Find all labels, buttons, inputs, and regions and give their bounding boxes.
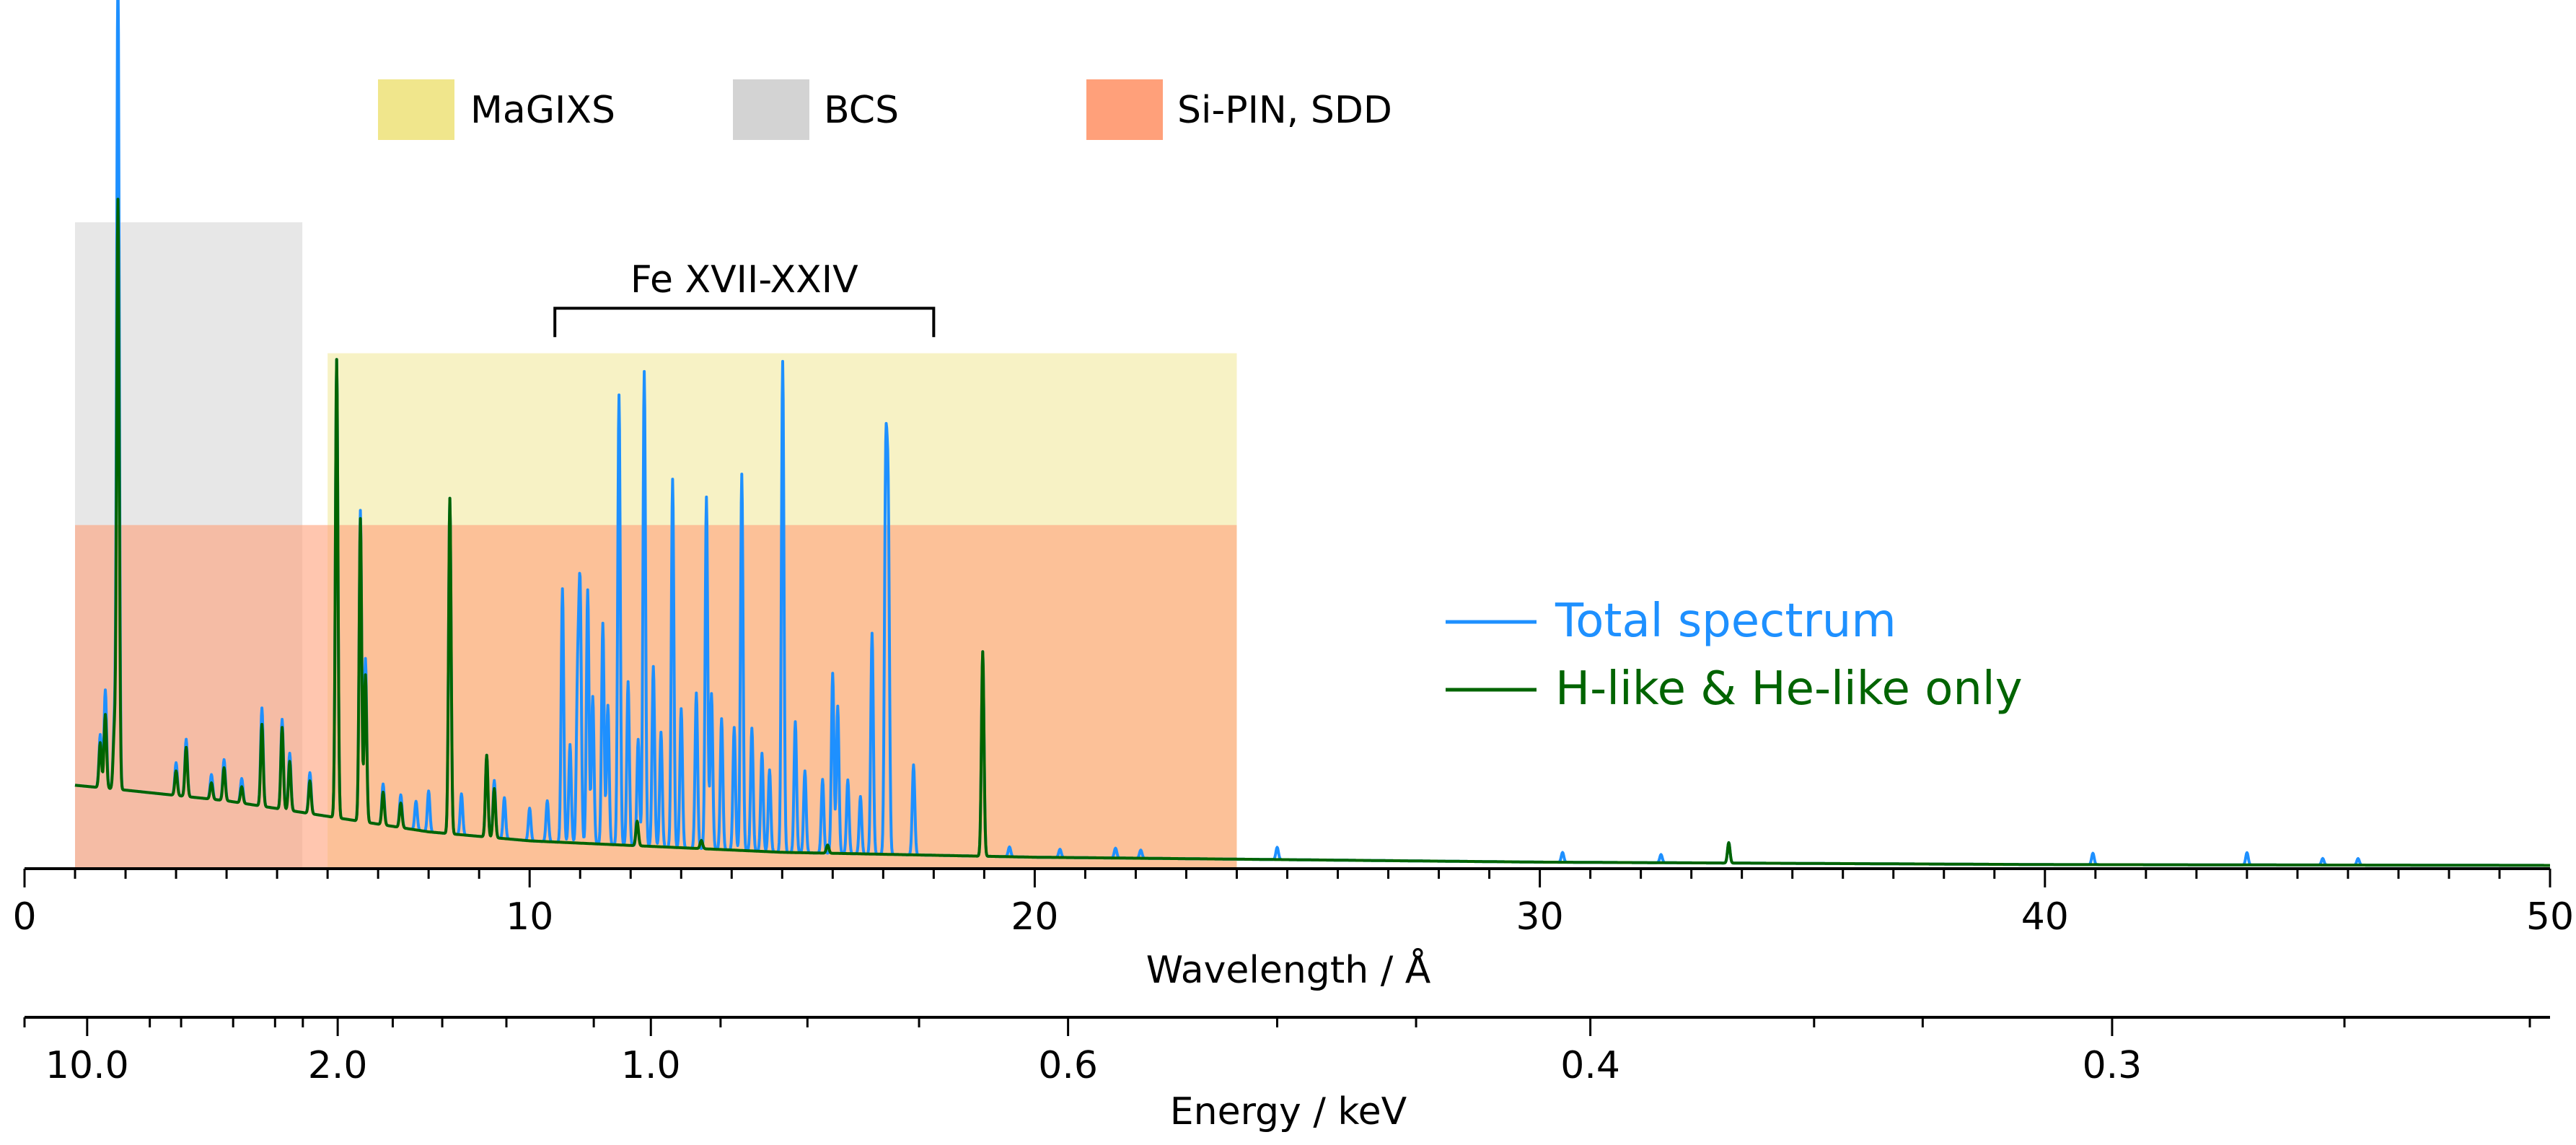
- si-pin-sdd-legend-swatch: [1086, 79, 1163, 140]
- wavelength-tick-label: 0: [12, 895, 36, 939]
- wavelength-axis-label: Wavelength / Å: [1146, 947, 1431, 992]
- magixs-legend-label: MaGIXS: [470, 89, 615, 132]
- energy-tick-label: 0.4: [1560, 1044, 1620, 1087]
- fe-bracket: [553, 307, 936, 338]
- energy-axis-label: Energy / keV: [1170, 1090, 1407, 1133]
- wavelength-tick-label: 10: [506, 895, 553, 939]
- energy-ticks: 10.0 2.0 1.0 0.6 0.4 0.3: [23, 1017, 2531, 1087]
- energy-axis: 10.0 2.0 1.0 0.6 0.4 0.3 Energy / keV: [23, 1016, 2550, 1133]
- bcs-legend-label: BCS: [824, 89, 899, 132]
- wavelength-axis: 0 10 20 30 40 50 Wavelength / Å: [12, 867, 2574, 992]
- wavelength-ticks: 0 10 20 30 40 50: [12, 869, 2574, 939]
- wavelength-tick-label: 40: [2021, 895, 2069, 939]
- fe-annotation: Fe XVII-XXIV: [553, 258, 936, 338]
- h-he-like-legend-label: H-like & He-like only: [1555, 662, 2023, 716]
- total-spectrum-legend-label: Total spectrum: [1555, 595, 1896, 648]
- spectrum-series: [74, 0, 2551, 867]
- wavelength-tick-label: 50: [2526, 895, 2574, 939]
- series-legend: Total spectrum H-like & He-like only: [1446, 595, 2023, 716]
- energy-tick-label: 10.0: [45, 1044, 129, 1087]
- energy-tick-label: 0.6: [1038, 1044, 1098, 1087]
- bcs-legend-swatch: [733, 79, 809, 140]
- si-pin-sdd-legend-label: Si-PIN, SDD: [1177, 89, 1392, 132]
- wavelength-tick-label: 30: [1516, 895, 1564, 939]
- energy-tick-label: 1.0: [621, 1044, 681, 1087]
- wavelength-tick-label: 20: [1011, 895, 1058, 939]
- fe-annotation-label: Fe XVII-XXIV: [630, 258, 858, 302]
- energy-tick-label: 0.3: [2083, 1044, 2142, 1087]
- series-line-h-like-he-like-only: [74, 198, 2551, 867]
- magixs-legend-swatch: [378, 79, 454, 140]
- band-legend: MaGIXS BCS Si-PIN, SDD: [378, 79, 1392, 140]
- energy-tick-label: 2.0: [308, 1044, 368, 1087]
